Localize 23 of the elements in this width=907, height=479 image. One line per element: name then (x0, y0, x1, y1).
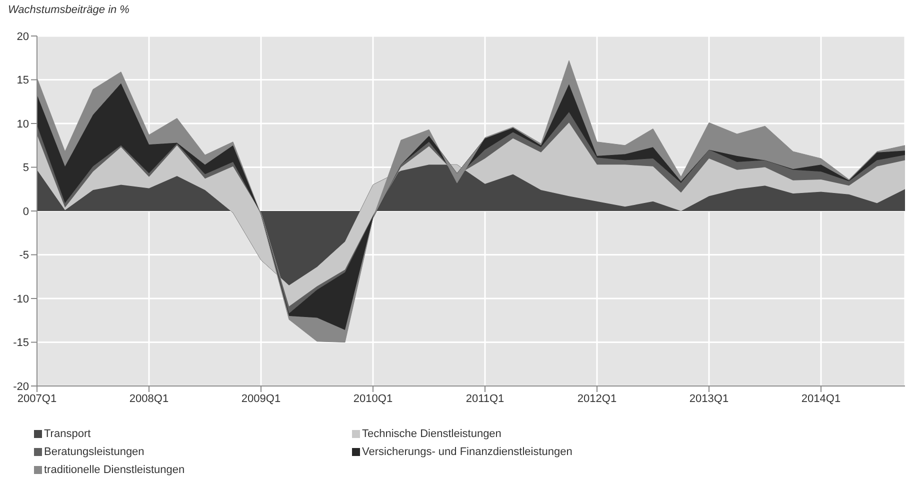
legend-label: Versicherungs- und Finanzdienstleistungen (362, 446, 572, 458)
x-tick-label: 2011Q1 (466, 392, 504, 405)
y-tick-label: 20 (16, 30, 29, 43)
y-tick-label: -15 (13, 337, 29, 350)
y-tick-label: 0 (22, 206, 29, 218)
y-tick-label: -5 (19, 250, 29, 262)
legend-label: Transport (44, 428, 91, 440)
x-tick-label: 2012Q1 (577, 392, 617, 405)
y-tick-label: 10 (16, 118, 29, 130)
y-tick-label: -10 (13, 293, 29, 306)
y-tick-label: 15 (16, 74, 29, 87)
legend-label: traditionelle Dienstleistungen (44, 464, 185, 476)
y-tick-label: -20 (13, 380, 29, 393)
x-tick-label: 2014Q1 (801, 392, 841, 405)
x-tick-label: 2013Q1 (689, 392, 729, 405)
legend-label: Beratungsleistungen (44, 446, 144, 458)
x-tick-label: 2007Q1 (17, 392, 57, 405)
y-tick-label: 5 (22, 162, 29, 174)
x-tick-label: 2010Q1 (353, 392, 393, 405)
y-axis-title: Wachstumsbeiträge in % (8, 4, 130, 16)
legend-label: Technische Dienstleistungen (362, 428, 502, 440)
x-tick-label: 2009Q1 (241, 392, 281, 405)
x-tick-label: 2008Q1 (129, 392, 169, 405)
